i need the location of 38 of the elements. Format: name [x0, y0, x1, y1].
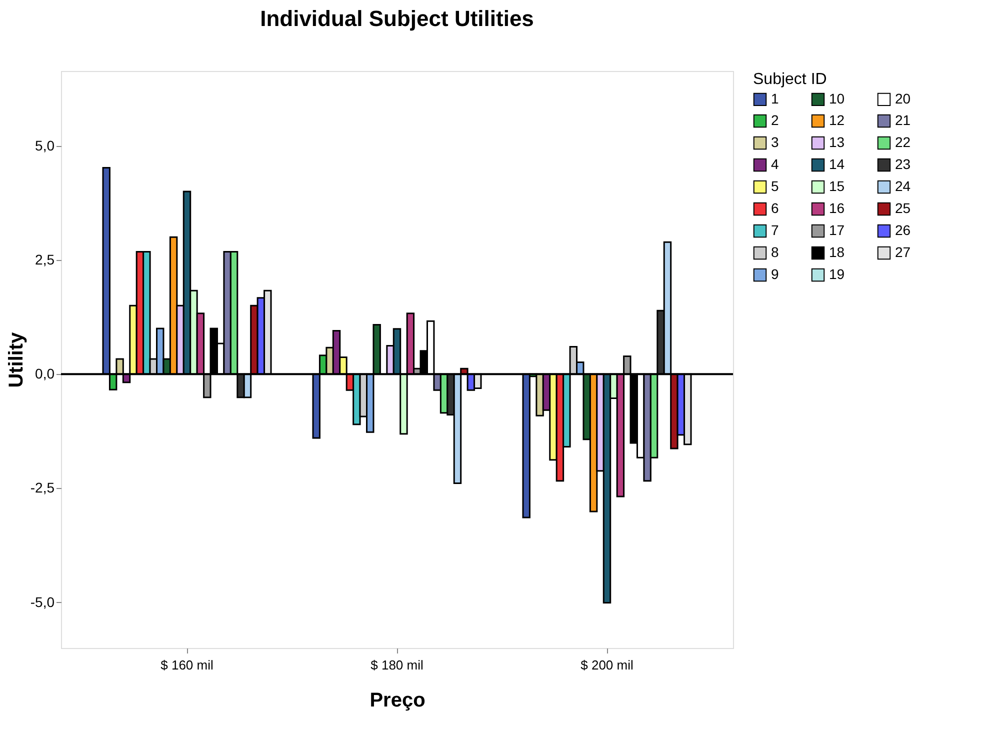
x-tick-label: $ 160 mil — [160, 658, 214, 672]
legend-label: 14 — [829, 156, 845, 172]
legend-label: 10 — [829, 90, 845, 106]
legend-label: 25 — [895, 200, 911, 216]
legend-label: 20 — [895, 90, 911, 106]
chart-title: Individual Subject Utilities — [260, 6, 534, 31]
legend-label: 17 — [829, 222, 845, 238]
legend-label: 2 — [771, 112, 779, 128]
legend-label: 5 — [771, 178, 779, 194]
legend-label: 18 — [829, 244, 845, 260]
x-tick-label: $ 200 mil — [580, 658, 634, 672]
legend-label: 6 — [771, 200, 779, 216]
legend-label: 22 — [895, 134, 911, 150]
legend-title: Subject ID — [753, 71, 827, 88]
y-tick-label: -2,5 — [30, 480, 55, 496]
legend-label: 16 — [829, 200, 845, 216]
legend-label: 3 — [771, 134, 779, 150]
legend-label: 8 — [771, 244, 779, 260]
legend-label: 24 — [895, 178, 911, 194]
legend-label: 27 — [895, 244, 911, 260]
y-tick-label: 0,0 — [35, 366, 55, 382]
y-tick-label: 2,5 — [35, 251, 55, 268]
y-axis-title: Utility — [5, 331, 28, 388]
legend-label: 9 — [771, 266, 779, 282]
legend-label: 23 — [895, 156, 911, 172]
legend-label: 7 — [771, 222, 779, 238]
legend-label: 1 — [771, 90, 779, 106]
x-axis-title: Preço — [370, 690, 426, 712]
legend-label: 13 — [829, 134, 845, 150]
legend-label: 19 — [829, 266, 845, 282]
legend-label: 12 — [829, 112, 845, 128]
legend-label: 21 — [895, 112, 911, 128]
x-tick-label: $ 180 mil — [370, 658, 424, 672]
legend-label: 15 — [829, 178, 845, 194]
legend-label: 4 — [771, 156, 779, 172]
legend-label: 26 — [895, 222, 911, 238]
y-tick-label: -5,0 — [30, 594, 55, 610]
y-tick-label: 5,0 — [35, 137, 55, 154]
